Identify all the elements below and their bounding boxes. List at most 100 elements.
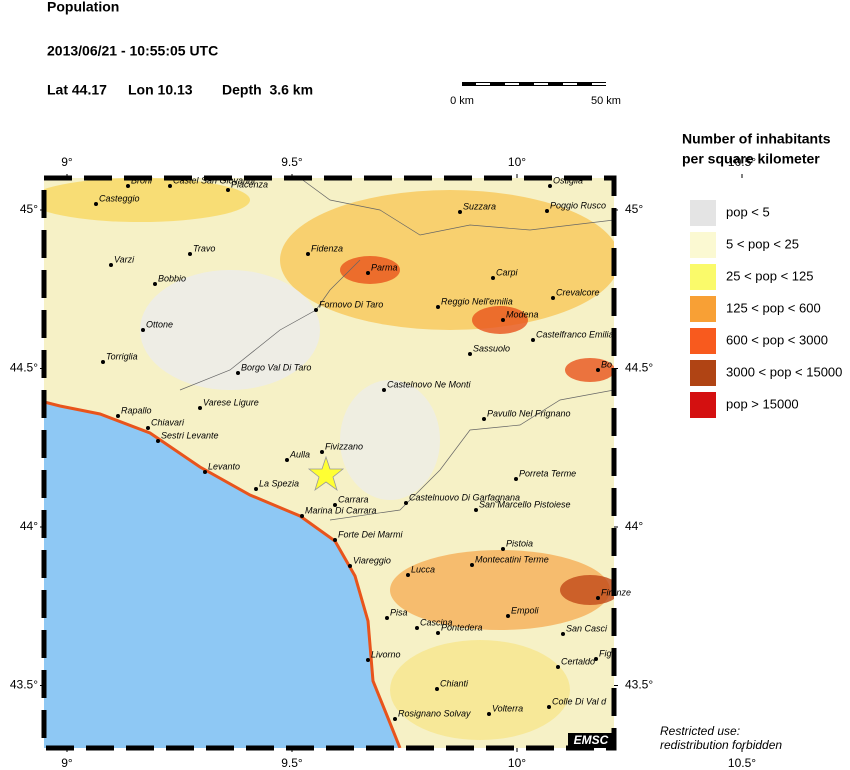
city-label: Pistoia <box>506 538 533 548</box>
legend-label: 5 < pop < 25 <box>726 236 799 251</box>
lat-label: 44° <box>625 519 643 533</box>
city-dot <box>254 487 258 491</box>
city-dot <box>406 573 410 577</box>
legend-label: pop > 15000 <box>726 396 799 411</box>
city-dot <box>306 252 310 256</box>
city-dot <box>436 631 440 635</box>
city-label: Poggio Rusco <box>550 200 606 210</box>
city-dot <box>156 439 160 443</box>
city-label: Pavullo Nel Frignano <box>487 408 571 418</box>
city-label: Rosignano Solvay <box>398 708 471 718</box>
city-dot <box>101 360 105 364</box>
city-label: Colle Di Val d <box>552 696 607 706</box>
city-label: Marina Di Carrara <box>305 505 377 515</box>
city-dot <box>366 271 370 275</box>
lat-label: 44° <box>20 519 38 533</box>
city-dot <box>188 252 192 256</box>
city-label: Montecatini Terme <box>475 554 549 564</box>
lat-label: 45° <box>20 202 38 216</box>
city-label: Viareggio <box>353 555 391 565</box>
lat-label: 43.5° <box>625 678 653 692</box>
city-label: Reggio Nell'emilia <box>441 296 513 306</box>
city-dot <box>458 210 462 214</box>
city-dot <box>333 503 337 507</box>
lon-label: 9° <box>61 756 73 770</box>
city-label: Crevalcore <box>556 287 600 297</box>
map-frame <box>41 175 617 751</box>
city-label: Varese Ligure <box>203 397 259 407</box>
city-dot <box>435 687 439 691</box>
city-label: Ottone <box>146 319 173 329</box>
city-dot <box>594 657 598 661</box>
legend-label: pop < 5 <box>726 204 770 219</box>
lat: Lat 44.17 <box>47 82 107 98</box>
lat-label: 44.5° <box>10 361 38 375</box>
city-dot <box>314 308 318 312</box>
legend-label: 25 < pop < 125 <box>726 268 813 283</box>
epicenter-star <box>307 455 345 492</box>
city-dot <box>285 458 289 462</box>
city-label: Varzi <box>114 254 135 264</box>
scale-bar: 0 km 50 km <box>450 82 621 107</box>
city-dot <box>506 614 510 618</box>
city-label: Bobbio <box>158 273 186 283</box>
city-label: San Marcello Pistoiese <box>479 499 571 509</box>
city-dot <box>561 632 565 636</box>
lat-label: 45° <box>625 202 643 216</box>
legend-swatch <box>690 264 716 290</box>
scale-label: 0 km <box>450 95 474 107</box>
city-label: Piacenza <box>231 179 268 189</box>
city-dot <box>487 712 491 716</box>
city-label: Sassuolo <box>473 343 510 353</box>
legend-label: 3000 < pop < 15000 <box>726 364 842 379</box>
city-label: Castel San Giovanni <box>173 175 256 185</box>
city-dot <box>501 547 505 551</box>
city-label: Suzzara <box>463 201 496 211</box>
city-label: Fornovo Di Taro <box>319 299 383 309</box>
footer: redistribution forbidden <box>660 738 782 752</box>
city-label: Chianti <box>440 678 469 688</box>
city-dot <box>468 352 472 356</box>
city-label: Volterra <box>492 703 523 713</box>
city-dot <box>109 263 113 267</box>
map-area <box>44 178 614 748</box>
city-label: Sestri Levante <box>161 430 219 440</box>
city-label: Bo <box>601 359 612 369</box>
city-label: Casteggio <box>99 193 140 203</box>
city-dot <box>236 371 240 375</box>
city-label: Borgo Val Di Taro <box>241 362 311 372</box>
city-dot <box>596 596 600 600</box>
credit: EMSC <box>574 733 609 747</box>
city-dot <box>415 626 419 630</box>
city-dot <box>320 450 324 454</box>
city-dot <box>548 184 552 188</box>
lon-label: 10.5° <box>728 756 756 770</box>
city-dot <box>404 501 408 505</box>
city-label: Modena <box>506 309 539 319</box>
city-label: Levanto <box>208 461 240 471</box>
city-dot <box>470 563 474 567</box>
city-dot <box>393 717 397 721</box>
scale-label: 50 km <box>591 95 621 107</box>
city-dot <box>556 665 560 669</box>
city-dot <box>436 305 440 309</box>
city-dot <box>514 477 518 481</box>
city-label: Carpi <box>496 267 519 277</box>
city-label: Torriglia <box>106 351 138 361</box>
credit-box <box>568 733 614 748</box>
city-label: Lucca <box>411 564 435 574</box>
city-label: Carrara <box>338 494 369 504</box>
lon-label: 9° <box>61 155 73 169</box>
legend-label: 125 < pop < 600 <box>726 300 821 315</box>
lon-label: 9.5° <box>281 155 303 169</box>
city-label: Rapallo <box>121 405 152 415</box>
city-dot <box>203 470 207 474</box>
city-label: San Casci <box>566 623 608 633</box>
lon-label: 10.5° <box>728 155 756 169</box>
legend-swatch <box>690 392 716 418</box>
city-dot <box>366 658 370 662</box>
legend-title: per square kilometer <box>682 151 820 167</box>
city-dot <box>491 276 495 280</box>
